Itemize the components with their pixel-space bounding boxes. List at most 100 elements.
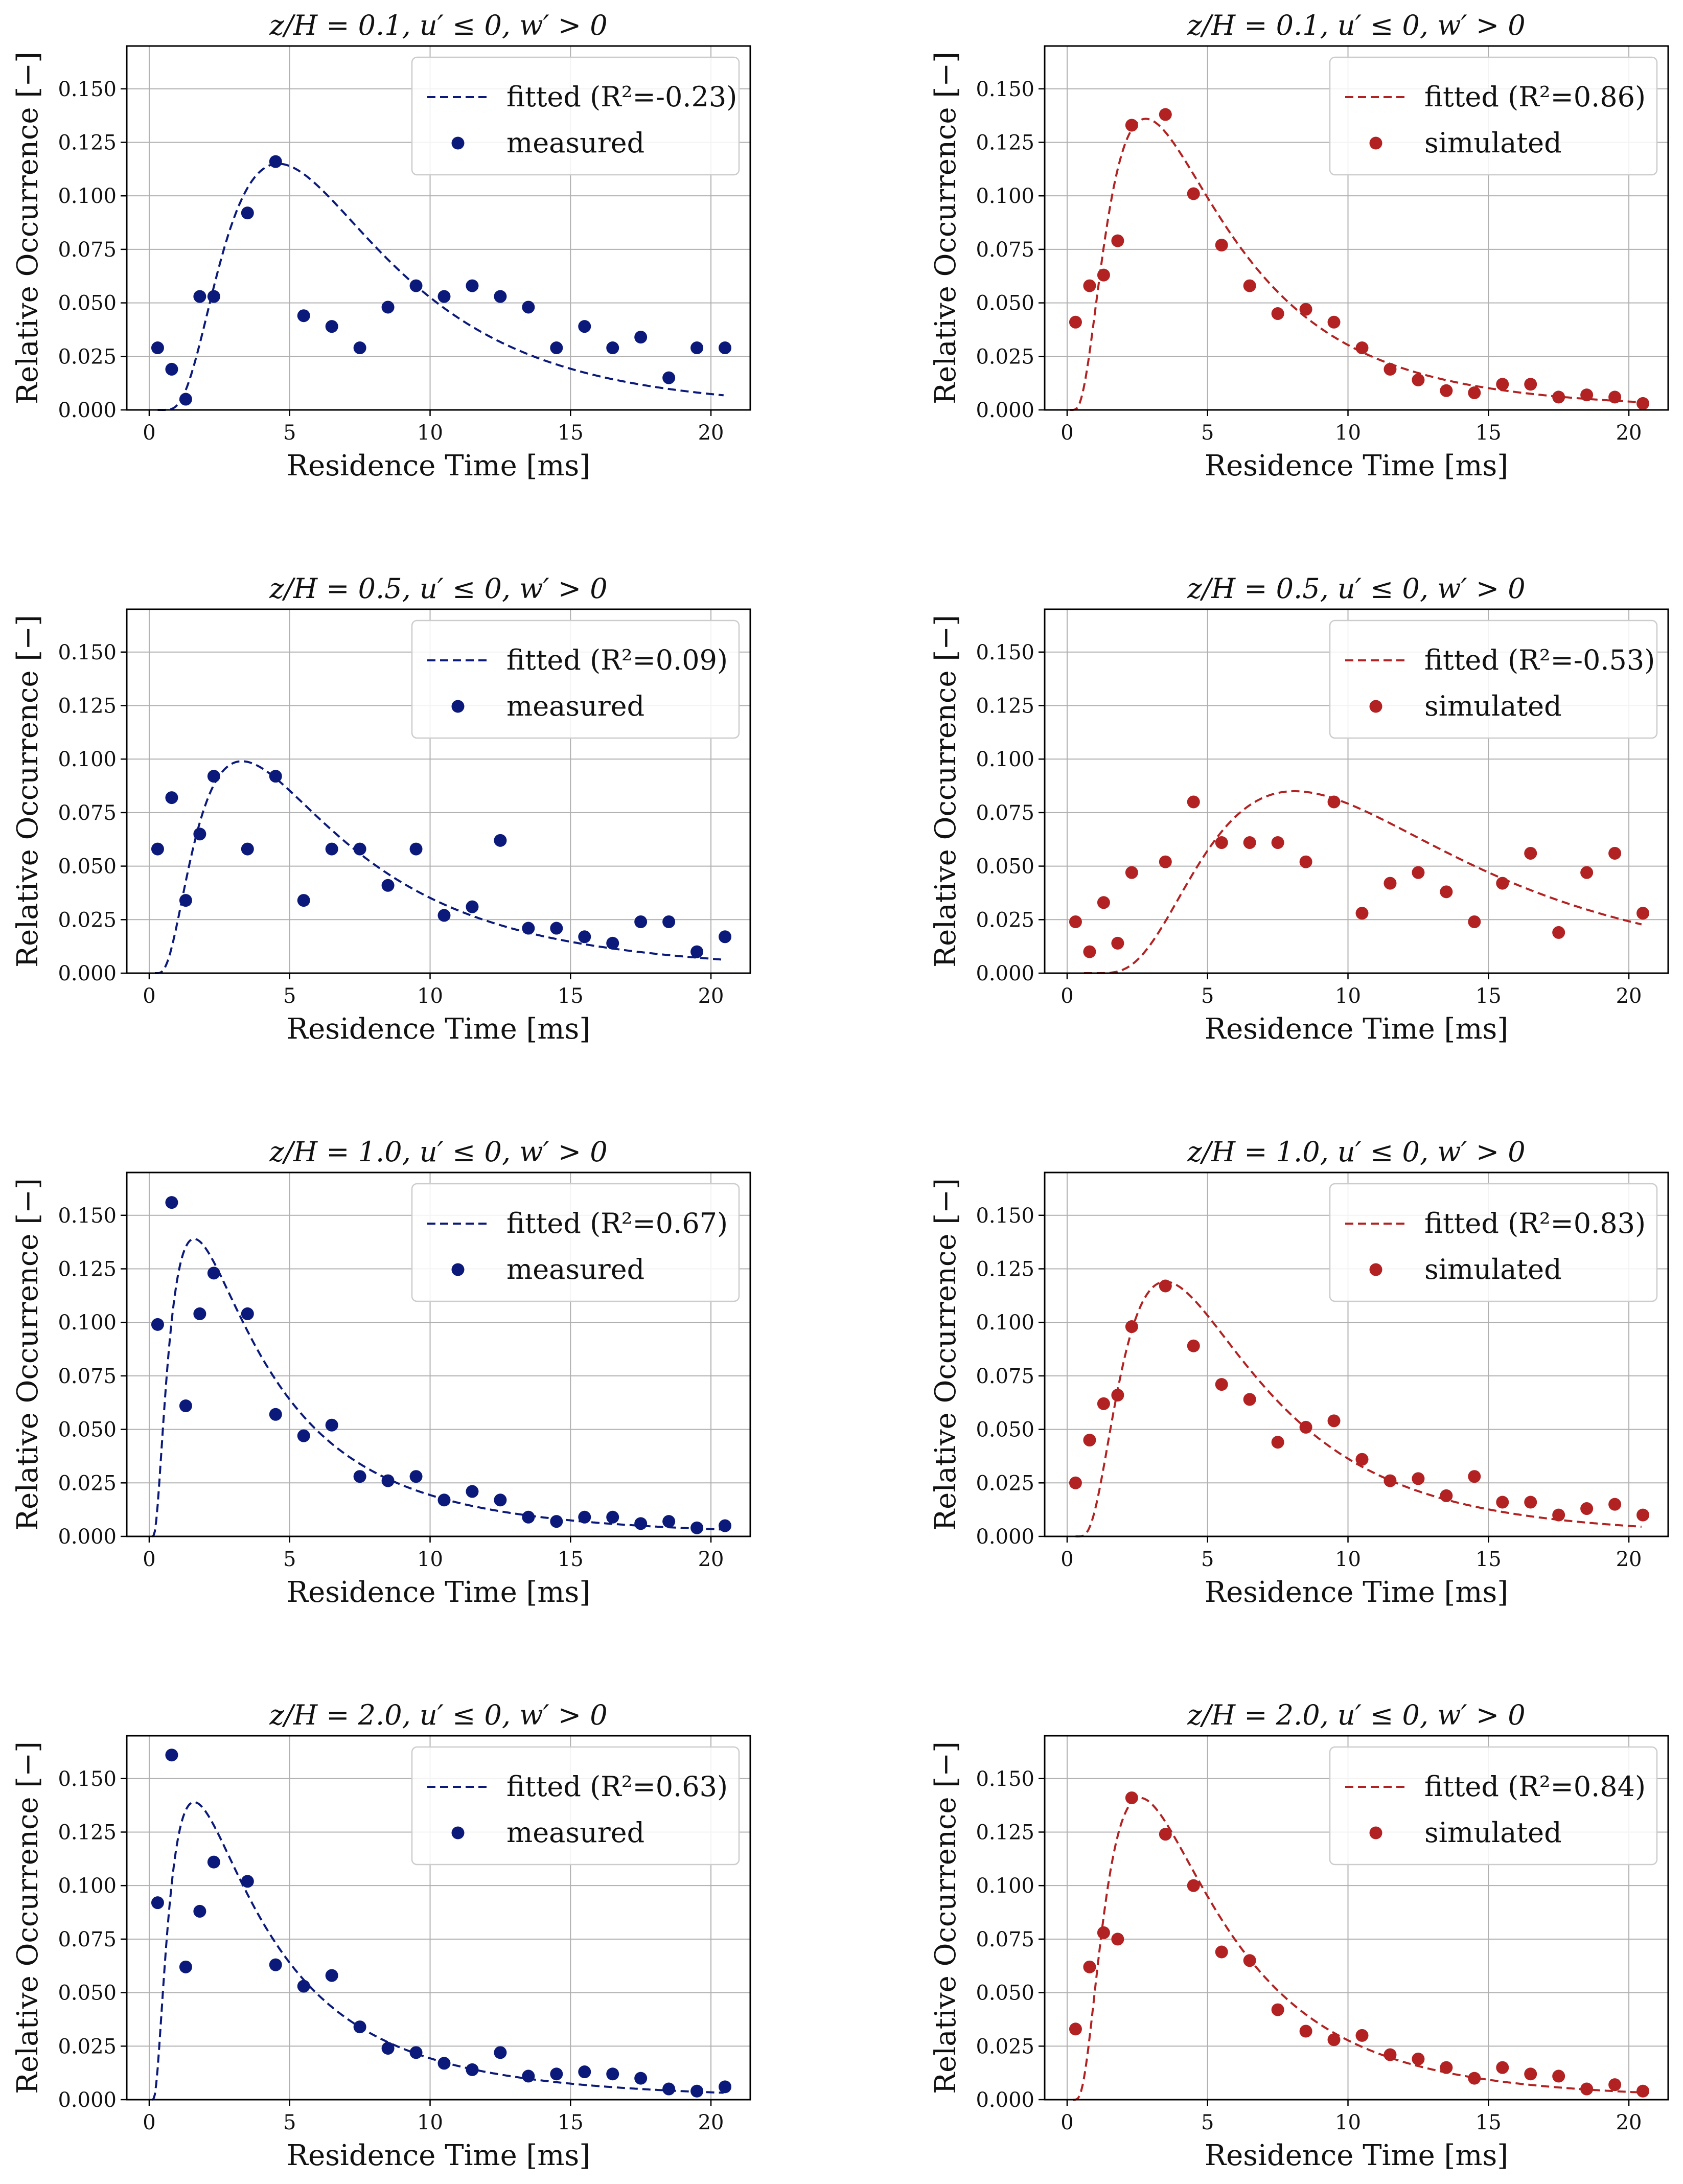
data-point [1083, 279, 1096, 292]
x-tick-label: 5 [1201, 984, 1214, 1008]
data-point [1355, 2029, 1369, 2042]
fitted-curve [1073, 1797, 1642, 2101]
legend-fitted-label: fitted (R²=-0.23) [506, 81, 737, 113]
data-point [1468, 2072, 1481, 2085]
y-tick-label: 0.075 [58, 801, 117, 825]
chart-title: z/H = 0.5, u′ ≤ 0, w′ > 0 [269, 572, 607, 605]
data-point [1552, 1508, 1565, 1522]
y-tick-label: 0.150 [976, 641, 1034, 664]
data-point [1069, 2022, 1082, 2036]
data-point [151, 341, 164, 355]
data-point [1111, 936, 1124, 950]
legend-box [1329, 619, 1658, 739]
data-point [1083, 1434, 1096, 1447]
y-tick-label: 0.075 [976, 1365, 1034, 1388]
y-tick-label: 0.125 [58, 131, 117, 154]
data-point [606, 936, 619, 950]
chart-panel-6: 0 5 10 15 20 0.000 0.025 0.050 0.075 0.100 0.125 0.… [929, 1136, 1669, 1609]
data-point [1524, 846, 1537, 860]
data-point [1384, 1474, 1397, 1487]
x-tick-label: 10 [417, 2111, 443, 2134]
data-point [1243, 1954, 1256, 1967]
y-tick-label: 0.125 [976, 1257, 1034, 1281]
data-point [634, 915, 648, 928]
y-tick-label: 0.025 [58, 2035, 117, 2058]
x-tick-label: 15 [558, 421, 584, 445]
legend-fitted-label: fitted (R²=0.67) [506, 1207, 728, 1239]
x-axis-label: Residence Time [ms] [1205, 2139, 1508, 2172]
data-point [1069, 315, 1082, 329]
data-point [1187, 1879, 1200, 1892]
legend: fitted (R²=-0.53) simulated [1329, 619, 1658, 739]
legend-box [1329, 56, 1658, 176]
data-point [719, 2080, 732, 2094]
x-tick-label: 15 [1475, 984, 1502, 1008]
legend-points-label: simulated [1424, 127, 1562, 159]
data-point [1159, 1828, 1172, 1841]
y-axis-label: Relative Occurrence [−] [929, 52, 962, 404]
x-tick-label: 0 [143, 984, 155, 1008]
data-point [325, 1969, 338, 1982]
chart-title: z/H = 2.0, u′ ≤ 0, w′ > 0 [269, 1699, 607, 1731]
data-point [1636, 2084, 1650, 2098]
legend: fitted (R²=0.63) measured [411, 1746, 740, 1866]
x-tick-label: 20 [698, 2111, 724, 2134]
data-point [381, 1474, 395, 1487]
data-point [1412, 866, 1425, 879]
data-point [1243, 836, 1256, 849]
data-point [353, 842, 366, 856]
y-tick-label: 0.050 [58, 1418, 117, 1442]
data-point [193, 290, 206, 303]
x-tick-label: 20 [1616, 421, 1642, 445]
y-tick-label: 0.100 [976, 1874, 1034, 1898]
data-point [1069, 1476, 1082, 1489]
x-tick-label: 0 [143, 421, 155, 445]
data-point [353, 341, 366, 355]
x-axis-label: Residence Time [ms] [287, 2139, 590, 2172]
legend-marker-swatch [1369, 1826, 1382, 1840]
x-tick-label: 15 [558, 1548, 584, 1571]
legend-fitted-label: fitted (R²=-0.53) [1424, 644, 1655, 676]
data-point [269, 770, 282, 783]
data-point [151, 1896, 164, 1910]
legend-marker-swatch [1369, 1263, 1382, 1276]
data-point [1552, 926, 1565, 939]
y-tick-label: 0.025 [976, 1472, 1034, 1495]
y-tick-label: 0.125 [58, 1821, 117, 1844]
data-point [241, 206, 254, 220]
fitted-curve [151, 1237, 724, 1537]
chart-title: z/H = 2.0, u′ ≤ 0, w′ > 0 [1187, 1699, 1525, 1731]
data-point [1215, 1945, 1228, 1959]
x-tick-label: 5 [1201, 421, 1214, 445]
data-point [1355, 1453, 1369, 1466]
data-point [690, 2084, 704, 2098]
chart-panel-1: 0 5 10 15 20 0.000 0.025 0.050 0.075 0.100 0.125 0.… [11, 9, 751, 482]
legend-marker-swatch [451, 1263, 465, 1276]
legend-marker-swatch [451, 700, 465, 713]
fitted-curve [1075, 1280, 1642, 1537]
data-point [550, 341, 563, 355]
data-point [1580, 2082, 1594, 2096]
x-tick-label: 5 [283, 1548, 296, 1571]
y-tick-label: 0.000 [976, 962, 1034, 985]
plot-frame [126, 45, 751, 411]
x-tick-label: 20 [1616, 2111, 1642, 2134]
x-tick-label: 0 [1060, 984, 1073, 1008]
data-point [1327, 315, 1341, 329]
legend-box [1329, 1183, 1658, 1302]
data-point [179, 894, 192, 907]
data-point [606, 2067, 619, 2081]
data-point [634, 331, 648, 344]
data-point [662, 915, 676, 928]
legend: fitted (R²=-0.23) measured [411, 56, 740, 176]
plot-frame [126, 1735, 751, 2101]
legend-points-label: simulated [1424, 690, 1562, 722]
x-axis-label: Residence Time [ms] [287, 449, 590, 482]
data-point [522, 1510, 535, 1524]
x-axis-label: Residence Time [ms] [1205, 1576, 1508, 1609]
legend-box [1329, 1746, 1658, 1866]
data-point [165, 1196, 178, 1209]
data-point [437, 909, 451, 922]
data-point [325, 1418, 338, 1432]
plot-frame [1044, 608, 1669, 974]
